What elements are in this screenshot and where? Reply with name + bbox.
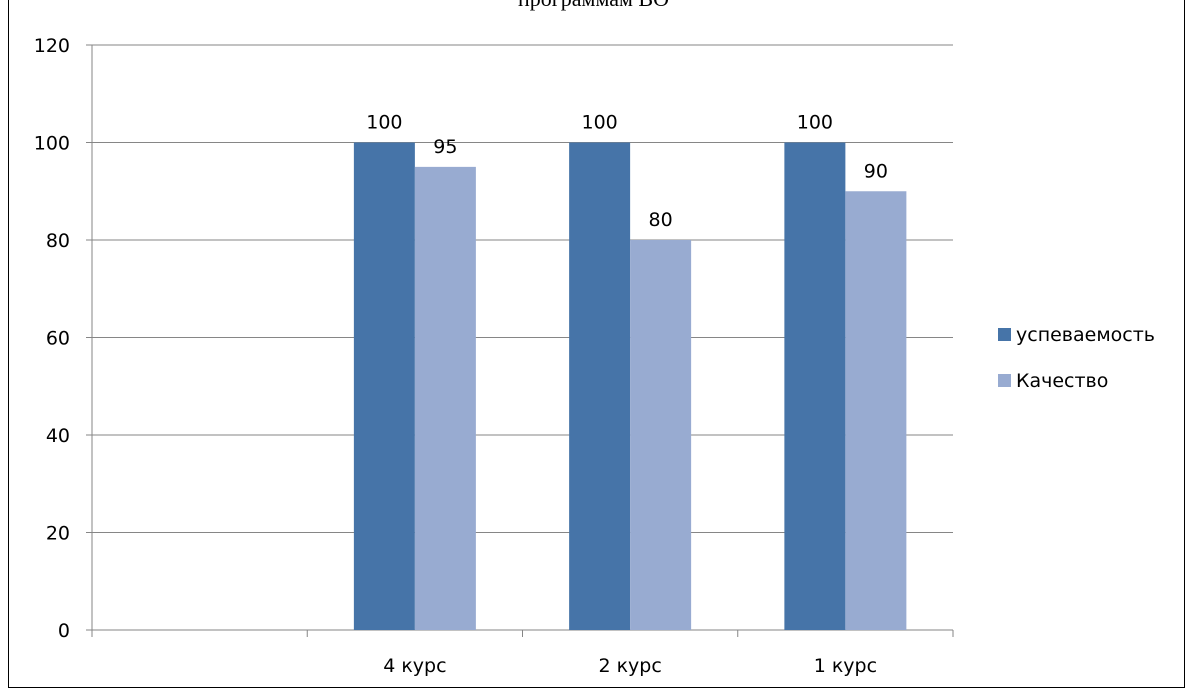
data-label: 100 <box>366 112 402 134</box>
bar <box>353 142 415 630</box>
y-tick-label: 20 <box>46 523 70 545</box>
data-label: 100 <box>797 112 833 134</box>
legend: успеваемость Качество <box>998 324 1155 392</box>
bar <box>784 142 846 630</box>
y-tick-label: 60 <box>46 328 70 350</box>
legend-swatch <box>998 374 1011 387</box>
x-category-label: 4 курс <box>383 655 446 677</box>
bars <box>353 142 907 630</box>
bar <box>569 142 631 630</box>
y-tick-label: 100 <box>34 133 70 155</box>
x-category-label: 1 курс <box>814 655 877 677</box>
legend-label: Качество <box>1016 370 1108 392</box>
bar <box>845 191 907 630</box>
y-tick-label: 40 <box>46 425 70 447</box>
data-label: 100 <box>581 112 617 134</box>
data-label: 80 <box>649 209 673 231</box>
y-tick-label: 80 <box>46 230 70 252</box>
bar <box>630 240 692 630</box>
data-label: 90 <box>864 160 888 182</box>
bar <box>414 166 476 630</box>
y-tick-label: 120 <box>34 35 70 57</box>
legend-label: успеваемость <box>1016 324 1155 346</box>
data-label: 95 <box>433 136 457 158</box>
legend-swatch <box>998 328 1011 341</box>
y-tick-label: 0 <box>58 620 70 642</box>
axes: 0 20 40 60 80 100 120 4 курс 2 курс 1 курс <box>34 35 954 677</box>
x-category-label: 2 курс <box>598 655 661 677</box>
data-labels: 100 95 100 80 100 90 <box>366 112 888 232</box>
chart-title: программам ВО <box>0 0 1187 12</box>
